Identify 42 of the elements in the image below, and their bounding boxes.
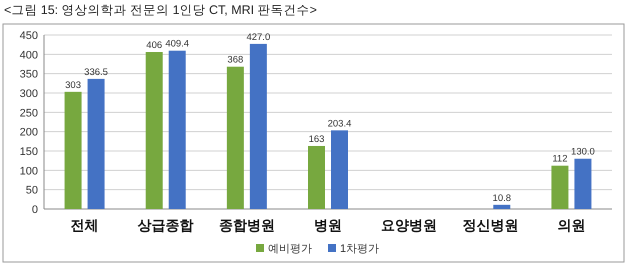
y-tick-label: 250	[20, 107, 38, 120]
bar	[88, 78, 105, 209]
x-tick-label: 정신병원	[462, 217, 518, 233]
bar	[226, 66, 244, 209]
y-tick-label: 50	[26, 184, 38, 197]
data-label: 427.0	[246, 32, 270, 43]
legend-label: 예비평가	[268, 243, 312, 255]
y-tick-label: 350	[20, 68, 38, 81]
data-label: 10.8	[492, 192, 512, 204]
data-label: 163	[308, 134, 324, 145]
bar	[146, 52, 163, 209]
x-tick-label: 의원	[557, 217, 586, 233]
x-tick-label: 종합병원	[218, 217, 275, 233]
data-label: 409.4	[165, 38, 190, 50]
y-tick-label: 200	[20, 126, 38, 139]
bar	[250, 44, 267, 209]
data-label: 406	[146, 40, 162, 52]
y-tick-label: 100	[20, 165, 38, 178]
x-tick-label: 요양병원	[381, 217, 438, 233]
bar	[331, 130, 348, 209]
bar	[551, 166, 568, 209]
bar	[493, 204, 510, 209]
data-label: 336.5	[84, 66, 108, 78]
bar	[64, 92, 82, 209]
x-tick-label: 전체	[70, 217, 99, 233]
x-tick-label: 상급종합	[138, 217, 194, 233]
y-tick-label: 400	[20, 49, 38, 62]
data-label: 203.4	[328, 118, 352, 130]
chart-title: <그림 15: 영상의학과 전문의 1인당 CT, MRI 판독건수>	[4, 3, 317, 17]
bar	[308, 146, 325, 209]
y-tick-label: 0	[32, 204, 38, 216]
data-label: 112	[552, 154, 568, 165]
x-tick-label: 병원	[314, 217, 342, 233]
legend-label: 1차평가	[340, 243, 380, 255]
y-tick-label: 150	[20, 146, 38, 158]
bar	[168, 50, 186, 209]
data-label: 368	[227, 54, 244, 66]
y-tick-label: 300	[20, 88, 38, 100]
y-tick-label: 450	[20, 30, 38, 42]
bar	[574, 158, 592, 209]
data-label: 130.0	[571, 146, 595, 158]
data-label: 303	[65, 80, 81, 91]
